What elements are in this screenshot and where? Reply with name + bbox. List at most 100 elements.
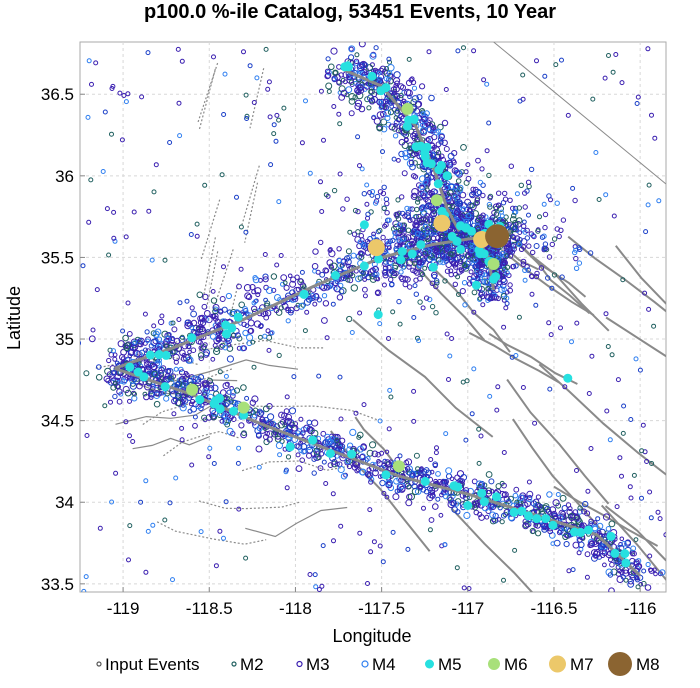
background-event	[167, 374, 173, 381]
background-event	[418, 183, 426, 191]
background-event	[348, 98, 356, 105]
x-axis-label: Longitude	[332, 626, 411, 646]
background-event	[586, 391, 592, 396]
background-event	[615, 377, 621, 383]
background-event	[514, 191, 520, 197]
background-event	[421, 505, 426, 511]
background-event	[202, 381, 209, 388]
background-event	[262, 252, 268, 257]
plot-area	[79, 41, 667, 593]
background-event	[164, 335, 171, 342]
background-event	[203, 349, 211, 357]
background-event	[377, 543, 383, 549]
background-event	[290, 276, 297, 283]
event-m5	[331, 271, 340, 280]
background-event	[541, 526, 548, 533]
background-event	[426, 136, 434, 144]
background-event	[446, 162, 454, 169]
background-event	[390, 237, 396, 244]
background-event	[509, 216, 517, 224]
background-event	[359, 166, 365, 172]
background-event	[418, 230, 424, 237]
background-event	[364, 182, 370, 188]
event-m5	[447, 231, 457, 241]
background-event	[263, 46, 269, 52]
background-event	[226, 342, 232, 348]
background-event	[647, 489, 653, 495]
background-event	[246, 293, 253, 301]
background-event	[344, 196, 350, 202]
background-event	[592, 520, 598, 525]
background-event	[373, 45, 379, 51]
event-m5	[347, 449, 357, 459]
background-event	[210, 313, 216, 319]
background-event	[354, 102, 362, 111]
background-event	[515, 241, 521, 247]
background-event	[484, 81, 490, 87]
background-event	[390, 529, 396, 535]
background-event	[411, 483, 418, 490]
background-event	[330, 301, 336, 307]
background-event	[455, 274, 461, 280]
background-event	[122, 385, 130, 394]
background-event	[604, 408, 610, 414]
background-event	[579, 522, 585, 528]
fault-segment	[200, 199, 221, 260]
background-event	[384, 459, 391, 466]
background-event	[303, 298, 311, 306]
background-event	[254, 75, 260, 81]
background-event	[471, 48, 477, 54]
background-event	[365, 211, 371, 218]
background-event	[325, 56, 331, 62]
background-event	[447, 189, 454, 197]
event-m5	[479, 497, 489, 507]
background-event	[663, 532, 666, 538]
background-event	[254, 287, 262, 295]
background-event	[547, 386, 553, 392]
background-event	[263, 297, 269, 303]
background-event	[123, 234, 129, 240]
background-event	[337, 171, 343, 177]
background-event	[223, 499, 229, 505]
background-event	[342, 79, 348, 85]
background-event	[384, 449, 390, 455]
background-event	[201, 414, 208, 421]
background-event	[504, 270, 510, 276]
background-event	[602, 75, 608, 81]
background-event	[350, 284, 358, 292]
y-axis-label: Latitude	[4, 286, 24, 350]
background-event	[602, 513, 611, 521]
background-event	[156, 336, 163, 342]
background-event	[380, 559, 386, 565]
background-event	[254, 298, 259, 304]
background-event	[295, 465, 303, 473]
background-event	[266, 347, 272, 353]
background-event	[120, 356, 126, 362]
background-event	[414, 223, 420, 229]
background-event	[424, 173, 431, 181]
background-event	[560, 217, 567, 223]
background-event	[510, 233, 516, 240]
background-event	[143, 366, 151, 373]
background-event	[145, 338, 151, 344]
background-event	[492, 512, 499, 520]
background-event	[415, 335, 420, 341]
background-event	[387, 238, 393, 244]
background-event	[223, 395, 230, 402]
background-event	[528, 166, 535, 173]
background-event	[267, 114, 273, 120]
background-event	[143, 478, 149, 484]
background-event	[354, 99, 363, 107]
background-event	[474, 200, 480, 206]
background-event	[322, 300, 330, 307]
background-event	[609, 352, 615, 358]
event-m5	[359, 261, 369, 271]
background-event	[433, 450, 439, 456]
background-event	[572, 541, 580, 549]
background-event	[453, 264, 459, 270]
background-event	[372, 200, 379, 206]
background-event	[221, 264, 226, 270]
event-m5	[221, 320, 231, 330]
background-event	[238, 422, 245, 429]
background-event	[179, 425, 185, 431]
